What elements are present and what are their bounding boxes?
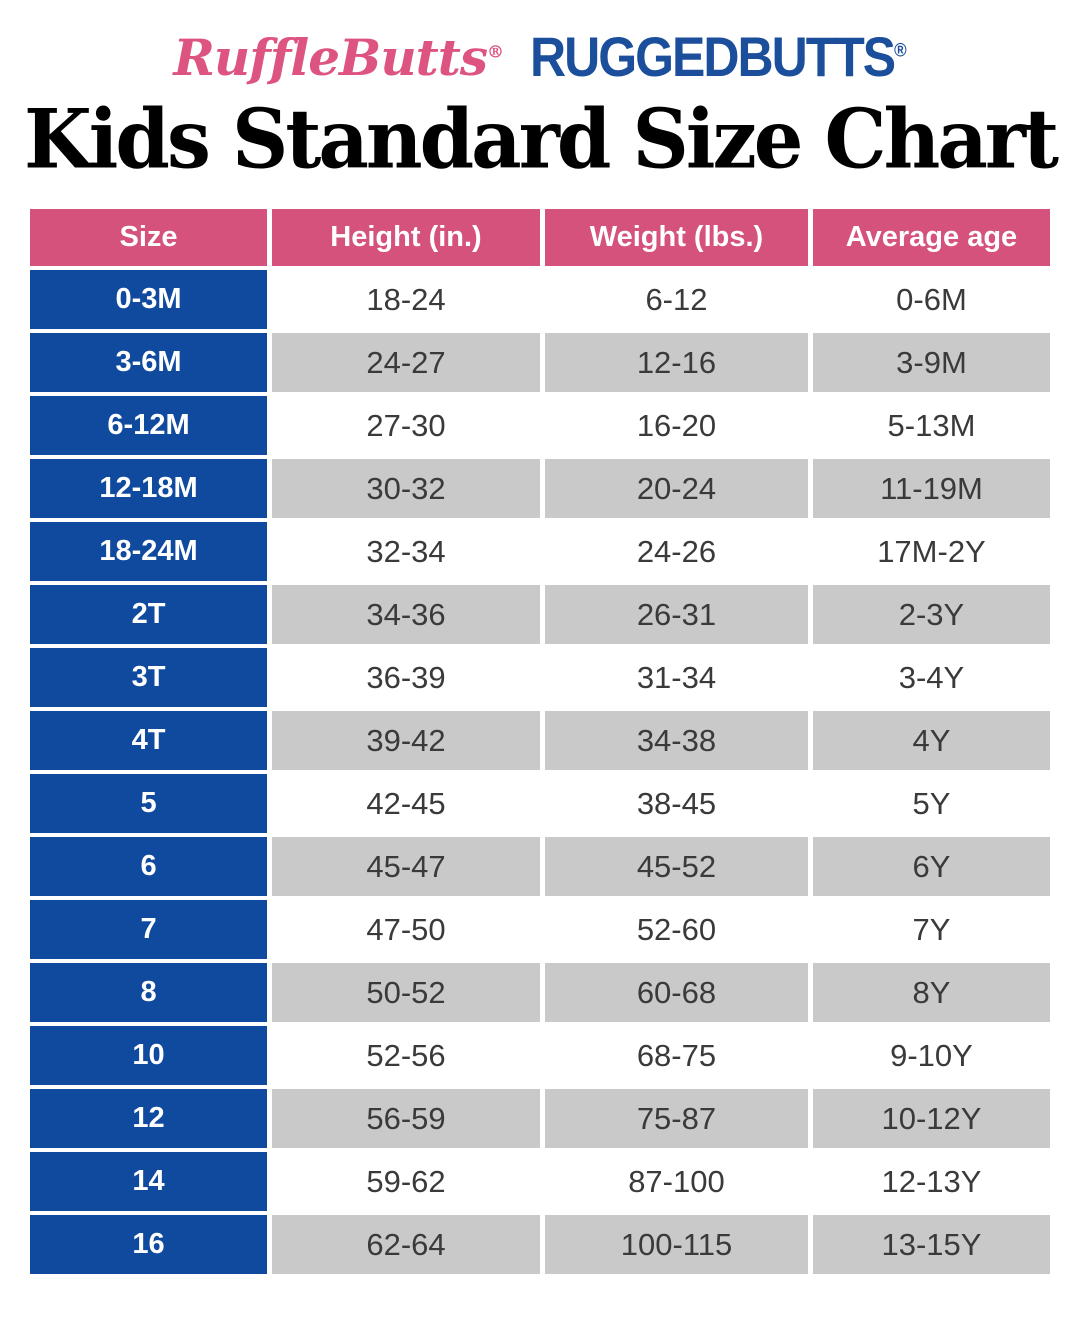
height-cell: 62-64 <box>272 1215 540 1274</box>
height-cell: 36-39 <box>272 648 540 707</box>
height-cell: 32-34 <box>272 522 540 581</box>
height-cell: 27-30 <box>272 396 540 455</box>
average-age-cell: 3-9M <box>812 333 1050 392</box>
average-age-cell: 2-3Y <box>812 585 1050 644</box>
height-cell: 18-24 <box>272 270 540 329</box>
weight-cell: 68-75 <box>544 1026 808 1085</box>
column-header-size: Size <box>30 209 268 266</box>
ruggedbutts-logo: RUGGEDBUTTS® <box>530 25 907 90</box>
ruggedbutts-registered-mark: ® <box>894 39 907 61</box>
height-cell: 52-56 <box>272 1026 540 1085</box>
size-cell: 12-18M <box>30 459 268 518</box>
average-age-cell: 9-10Y <box>812 1026 1050 1085</box>
size-cell: 16 <box>30 1215 268 1274</box>
average-age-cell: 12-13Y <box>812 1152 1050 1211</box>
rufflebutts-logo: RuffleButts® <box>173 28 504 87</box>
size-cell: 5 <box>30 774 268 833</box>
height-cell: 34-36 <box>272 585 540 644</box>
size-cell: 6-12M <box>30 396 268 455</box>
column-header-average-age: Average age <box>812 209 1050 266</box>
size-cell: 10 <box>30 1026 268 1085</box>
average-age-cell: 8Y <box>812 963 1050 1022</box>
average-age-cell: 10-12Y <box>812 1089 1050 1148</box>
weight-cell: 87-100 <box>544 1152 808 1211</box>
weight-cell: 20-24 <box>544 459 808 518</box>
weight-cell: 45-52 <box>544 837 808 896</box>
weight-cell: 12-16 <box>544 333 808 392</box>
average-age-cell: 5-13M <box>812 396 1050 455</box>
ruggedbutts-logo-text: RUGGEDBUTTS <box>530 25 896 89</box>
weight-cell: 75-87 <box>544 1089 808 1148</box>
height-cell: 42-45 <box>272 774 540 833</box>
weight-cell: 16-20 <box>544 396 808 455</box>
size-cell: 3-6M <box>30 333 268 392</box>
page-title: Kids Standard Size Chart <box>24 91 1059 188</box>
average-age-cell: 13-15Y <box>812 1215 1050 1274</box>
size-cell: 2T <box>30 585 268 644</box>
size-cell: 0-3M <box>30 270 268 329</box>
weight-cell: 31-34 <box>544 648 808 707</box>
weight-cell: 52-60 <box>544 900 808 959</box>
average-age-cell: 4Y <box>812 711 1050 770</box>
height-cell: 59-62 <box>272 1152 540 1211</box>
height-cell: 30-32 <box>272 459 540 518</box>
column-header-weight: Weight (lbs.) <box>544 209 808 266</box>
weight-cell: 60-68 <box>544 963 808 1022</box>
size-cell: 18-24M <box>30 522 268 581</box>
size-chart-table: Size Height (in.) Weight (lbs.) Average … <box>30 209 1050 1274</box>
size-cell: 12 <box>30 1089 268 1148</box>
weight-cell: 26-31 <box>544 585 808 644</box>
height-cell: 50-52 <box>272 963 540 1022</box>
rufflebutts-registered-mark: ® <box>487 41 505 62</box>
rufflebutts-logo-text: RuffleButts <box>173 27 488 87</box>
size-cell: 8 <box>30 963 268 1022</box>
average-age-cell: 6Y <box>812 837 1050 896</box>
average-age-cell: 5Y <box>812 774 1050 833</box>
brand-logos: RuffleButts® RUGGEDBUTTS® <box>0 0 1080 92</box>
height-cell: 39-42 <box>272 711 540 770</box>
weight-cell: 38-45 <box>544 774 808 833</box>
average-age-cell: 11-19M <box>812 459 1050 518</box>
weight-cell: 24-26 <box>544 522 808 581</box>
column-header-height: Height (in.) <box>272 209 540 266</box>
size-cell: 7 <box>30 900 268 959</box>
height-cell: 56-59 <box>272 1089 540 1148</box>
size-cell: 14 <box>30 1152 268 1211</box>
average-age-cell: 3-4Y <box>812 648 1050 707</box>
height-cell: 24-27 <box>272 333 540 392</box>
weight-cell: 6-12 <box>544 270 808 329</box>
average-age-cell: 0-6M <box>812 270 1050 329</box>
size-cell: 6 <box>30 837 268 896</box>
weight-cell: 100-115 <box>544 1215 808 1274</box>
size-cell: 3T <box>30 648 268 707</box>
height-cell: 47-50 <box>272 900 540 959</box>
average-age-cell: 7Y <box>812 900 1050 959</box>
size-cell: 4T <box>30 711 268 770</box>
weight-cell: 34-38 <box>544 711 808 770</box>
average-age-cell: 17M-2Y <box>812 522 1050 581</box>
height-cell: 45-47 <box>272 837 540 896</box>
